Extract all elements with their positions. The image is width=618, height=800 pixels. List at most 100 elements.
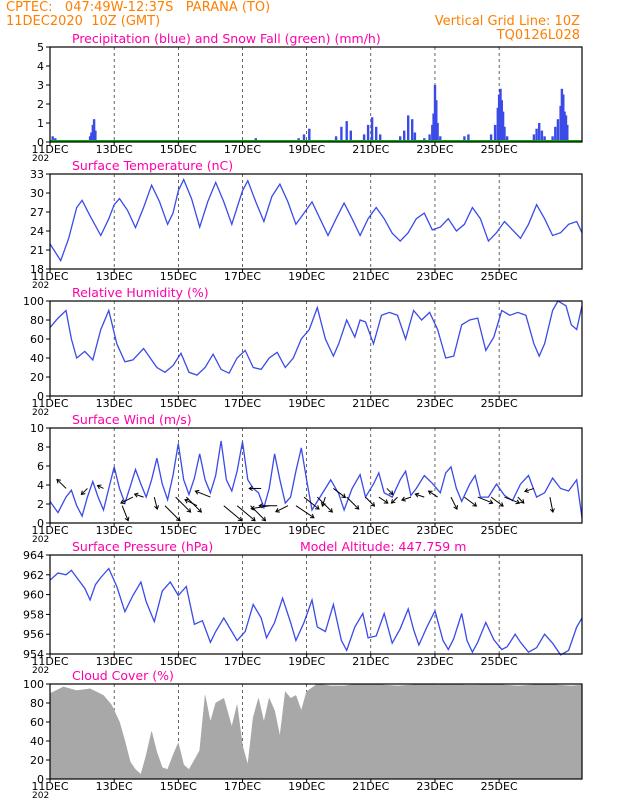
wind-arrow-head (96, 484, 102, 490)
precip-bar (340, 126, 343, 142)
wind-arrow (450, 496, 458, 510)
x-tick-label: 13DEC (96, 524, 133, 537)
wind-arrow (321, 496, 326, 507)
panel-frame (49, 554, 583, 655)
panel-title: Precipitation (blue) and Snow Fall (gree… (72, 31, 381, 46)
x-tick-label: 25DEC (481, 780, 518, 793)
wind-arrow-head (320, 502, 326, 507)
wind-arrow-head (124, 516, 130, 522)
y-tick-label: 4 (37, 479, 44, 492)
precip-bar (564, 115, 568, 142)
wind-arrow-head (453, 505, 458, 510)
wind-arrow (428, 490, 438, 498)
y-tick-label: 956 (23, 628, 44, 641)
precip-bar (91, 124, 94, 142)
temp-line (49, 178, 583, 263)
wind-line (49, 440, 583, 518)
precip-bar (532, 134, 536, 142)
wind-arrow-head (414, 492, 420, 498)
wind-arrow (415, 493, 425, 498)
precip-bar (334, 136, 338, 142)
x-tick-label: 23DEC (416, 143, 453, 156)
x-tick-label: 23DEC (416, 524, 453, 537)
wind-arrow-head (499, 502, 504, 507)
x-tick-label: 11DEC (31, 397, 68, 410)
wind-arrow-head (390, 499, 396, 504)
wind-arrow (464, 496, 477, 507)
x-tick-label: 11DEC (31, 143, 68, 156)
x-tick-label: 21DEC (352, 655, 389, 668)
wind-arrow (121, 505, 129, 521)
wind-arrow (195, 490, 211, 498)
wind-arrow (223, 505, 243, 522)
cloud-cover-area (49, 683, 583, 780)
precip-bar (489, 134, 493, 142)
y-tick-label: 40 (30, 735, 44, 748)
x-tick-label: 25DEC (481, 524, 518, 537)
precip-bar (499, 88, 502, 142)
wind-arrow-head (154, 505, 159, 511)
precip-bar (500, 100, 503, 142)
precip-bar (493, 124, 497, 142)
precip-bar (349, 130, 352, 142)
precip-bar (88, 136, 92, 142)
wind-arrow (517, 496, 525, 504)
panel-title: Cloud Cover (%) (72, 668, 174, 683)
wind-arrow (134, 493, 144, 498)
panel-frame (49, 46, 583, 143)
precip-bar (556, 119, 560, 142)
x-tick-label: 13DEC (96, 780, 133, 793)
y-tick-label: 80 (30, 697, 44, 710)
wind-arrow-head (197, 508, 202, 513)
y-tick-label: 0 (37, 390, 44, 403)
x-tick-label: 21DEC (352, 397, 389, 410)
precip-bar (92, 119, 96, 142)
x-tick-label: 17DEC (224, 397, 261, 410)
wind-arrow-head (515, 499, 521, 505)
x-tick-label: 15DEC (160, 524, 197, 537)
precip-bar (496, 107, 499, 142)
precip-bar (563, 111, 566, 142)
wind-arrow (120, 496, 134, 504)
y-tick-label: 954 (23, 648, 44, 661)
wind-arrow (333, 488, 346, 498)
y-tick-label: 5 (37, 41, 44, 54)
wind-arrow (386, 488, 394, 495)
wind-arrow (477, 496, 493, 504)
x-tick-label: 19DEC (288, 270, 325, 283)
x-tick-label: 11DEC (31, 780, 68, 793)
wind-arrow (549, 496, 554, 513)
y-tick-label: 20 (30, 754, 44, 767)
y-tick-label: 0 (37, 517, 44, 530)
x-tick-label: 23DEC (416, 780, 453, 793)
x-tick-label: 23DEC (416, 397, 453, 410)
y-tick-label: 30 (30, 187, 44, 200)
wind-arrow-head (250, 505, 256, 511)
precip-bar (302, 134, 306, 142)
x-year-label: 202 (32, 154, 49, 164)
wind-arrow (365, 496, 375, 507)
wind-arrow-head (354, 505, 360, 510)
header-station: CPTEC: 047:49W-12:37S PARANA (TO) (6, 0, 271, 15)
x-tick-label: 17DEC (224, 780, 261, 793)
wind-arrow-head (401, 496, 406, 502)
y-tick-label: 0 (37, 136, 44, 149)
x-tick-label: 25DEC (481, 397, 518, 410)
y-tick-label: 10 (30, 422, 44, 435)
precip-bar (497, 94, 501, 142)
x-tick-label: 21DEC (352, 780, 389, 793)
x-tick-label: 15DEC (160, 397, 197, 410)
wind-arrow-head (370, 502, 376, 507)
y-tick-label: 27 (30, 206, 44, 219)
y-tick-label: 21 (30, 244, 44, 257)
x-tick-label: 23DEC (416, 655, 453, 668)
precip-bar (551, 136, 554, 142)
wind-arrow (490, 496, 504, 507)
x-tick-label: 15DEC (160, 270, 197, 283)
precip-bar (413, 132, 417, 142)
wind-arrow-head (488, 499, 494, 505)
wind-arrow-head (472, 502, 478, 507)
